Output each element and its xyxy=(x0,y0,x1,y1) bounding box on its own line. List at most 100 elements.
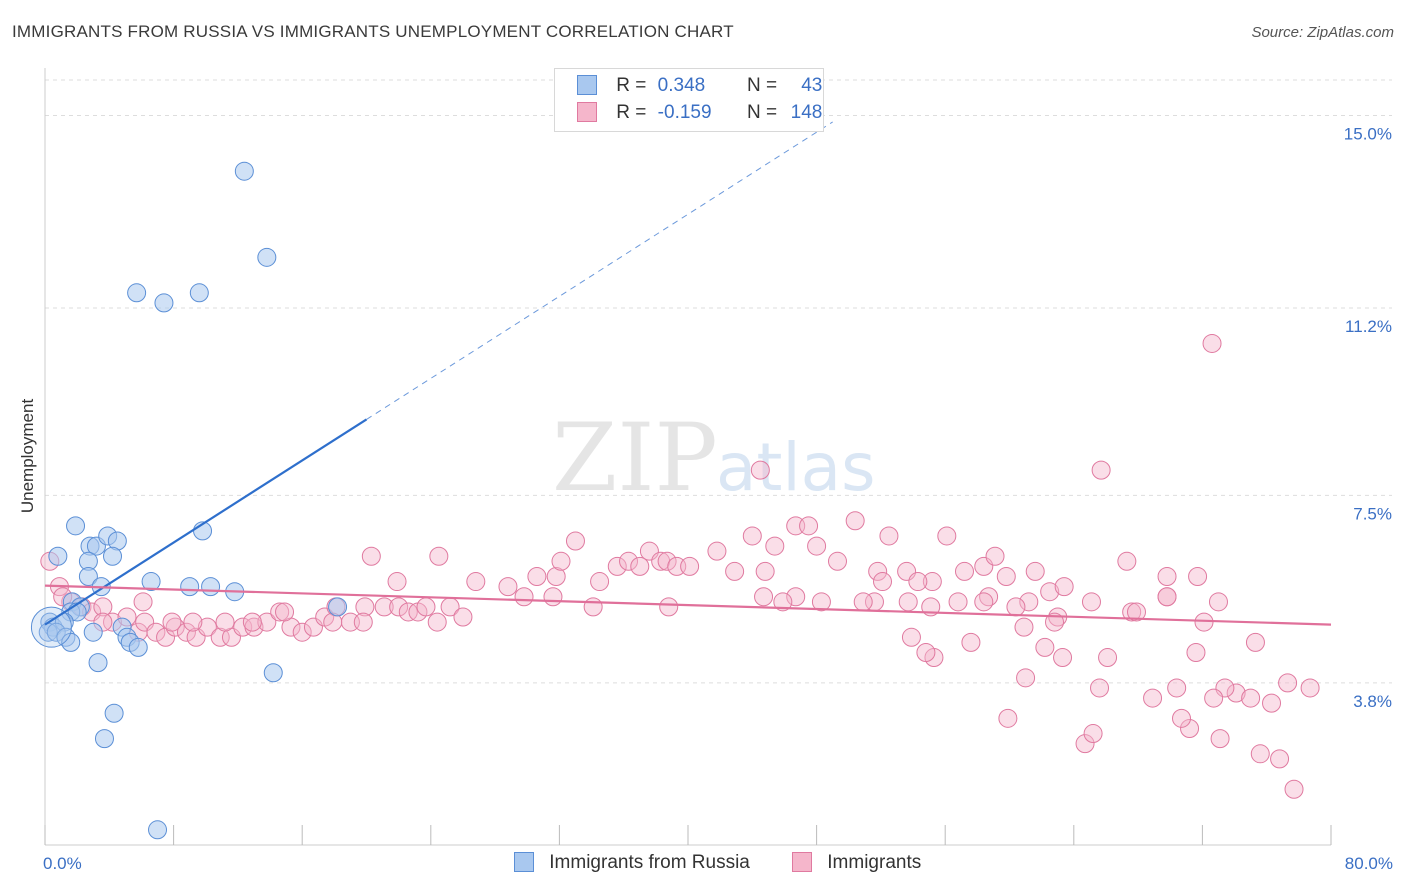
immigrants-point xyxy=(361,546,381,566)
immigrants-point xyxy=(1117,551,1137,571)
immigrants-point xyxy=(1081,592,1101,612)
immigrants-point xyxy=(1208,592,1228,612)
russia-point xyxy=(189,283,209,303)
immigrants-point xyxy=(961,632,981,652)
correlation-legend: R = 0.348 N = 43 R = -0.159 N = 148 xyxy=(554,68,824,132)
russia-point xyxy=(201,577,221,597)
immigrants-point xyxy=(197,617,217,637)
immigrants-point xyxy=(1300,678,1320,698)
immigrants-point xyxy=(1035,637,1055,657)
watermark-atlas: atlas xyxy=(716,429,876,506)
immigrants-point xyxy=(398,602,418,622)
immigrants-point xyxy=(1270,749,1290,769)
immigrants-point xyxy=(1045,612,1065,632)
russia-points xyxy=(30,161,348,840)
immigrants-point xyxy=(176,622,196,642)
immigrants-point xyxy=(1091,460,1111,480)
legend-n-label: N = xyxy=(746,102,778,123)
immigrants-point xyxy=(146,622,166,642)
series-legend-immigrants[interactable]: Immigrants xyxy=(792,852,921,874)
immigrants-point xyxy=(498,577,518,597)
immigrants-point xyxy=(1053,648,1073,668)
immigrants-point xyxy=(514,587,534,607)
immigrants-points xyxy=(40,333,1320,799)
axes xyxy=(44,68,1332,846)
immigrants-point xyxy=(879,526,899,546)
immigrants-point xyxy=(1186,642,1206,662)
immigrants-point xyxy=(292,622,312,642)
legend-r-label: R = xyxy=(616,102,647,123)
immigrants-point xyxy=(1006,597,1026,617)
immigrants-point xyxy=(257,612,277,632)
russia-point xyxy=(148,820,168,840)
y-tick-label: 11.2% xyxy=(1345,317,1392,336)
immigrants-point xyxy=(1083,724,1103,744)
immigrants-point xyxy=(607,556,627,576)
series-swatch-immigrants xyxy=(792,852,812,872)
immigrants-point xyxy=(707,541,727,561)
immigrants-point xyxy=(916,642,936,662)
immigrants-point xyxy=(742,526,762,546)
immigrants-point xyxy=(1122,602,1142,622)
immigrants-point xyxy=(657,551,677,571)
y-axis-title: Unemployment xyxy=(18,399,37,514)
legend-n-value: 148 xyxy=(790,102,823,123)
immigrants-point xyxy=(845,511,865,531)
legend-swatch-immigrants xyxy=(577,102,597,122)
legend-r-value: -0.159 xyxy=(657,102,712,123)
legend-r-label: R = xyxy=(616,75,647,96)
immigrants-point xyxy=(1014,617,1034,637)
immigrants-point xyxy=(427,612,447,632)
chart-title: IMMIGRANTS FROM RUSSIA VS IMMIGRANTS UNE… xyxy=(12,22,734,41)
immigrants-point xyxy=(1226,683,1246,703)
immigrants-point xyxy=(1098,648,1118,668)
immigrants-point xyxy=(583,597,603,617)
immigrants-point xyxy=(1180,718,1200,738)
immigrants-point xyxy=(1262,693,1282,713)
immigrants-point xyxy=(630,556,650,576)
immigrants-point xyxy=(1040,582,1060,602)
immigrants-trend-line xyxy=(44,584,1332,626)
russia-point xyxy=(263,663,283,683)
immigrants-point xyxy=(1019,592,1039,612)
immigrants-point xyxy=(765,536,785,556)
immigrants-point xyxy=(270,602,290,622)
watermark-zip: ZIP xyxy=(552,404,718,513)
immigrants-point xyxy=(466,572,486,592)
immigrants-point xyxy=(275,602,295,622)
immigrants-point xyxy=(565,531,585,551)
immigrants-point xyxy=(922,572,942,592)
immigrants-point xyxy=(948,592,968,612)
immigrants-point xyxy=(898,592,918,612)
legend-n-label: N = xyxy=(746,75,778,96)
immigrants-point xyxy=(786,587,806,607)
immigrants-point xyxy=(233,617,253,637)
immigrants-point xyxy=(133,592,153,612)
immigrants-point xyxy=(754,587,774,607)
immigrants-point xyxy=(1245,632,1265,652)
immigrants-point xyxy=(901,627,921,647)
immigrants-point xyxy=(1157,587,1177,607)
immigrants-point xyxy=(453,607,473,627)
x-tick-label-min: 0.0% xyxy=(43,854,82,873)
immigrants-point xyxy=(811,592,831,612)
legend-row-immigrants: R = -0.159 N = 148 xyxy=(577,102,822,126)
immigrants-point xyxy=(1016,668,1036,688)
russia-point xyxy=(104,703,124,723)
immigrants-point xyxy=(1241,688,1261,708)
immigrants-point xyxy=(750,460,770,480)
watermark: ZIP atlas xyxy=(552,404,876,513)
series-legend-russia[interactable]: Immigrants from Russia xyxy=(514,852,750,874)
y-tick-label: 3.8% xyxy=(1353,692,1392,711)
immigrants-point xyxy=(353,612,373,632)
immigrants-point xyxy=(1278,673,1298,693)
legend-r-value: 0.348 xyxy=(657,75,706,96)
immigrants-point xyxy=(1284,779,1304,799)
immigrants-point xyxy=(527,566,547,586)
immigrants-point xyxy=(985,546,1005,566)
russia-point xyxy=(141,572,161,592)
immigrants-point xyxy=(1210,729,1230,749)
immigrants-point xyxy=(387,572,407,592)
x-tick-label-max: 80.0% xyxy=(1345,854,1393,873)
immigrants-point xyxy=(543,587,563,607)
